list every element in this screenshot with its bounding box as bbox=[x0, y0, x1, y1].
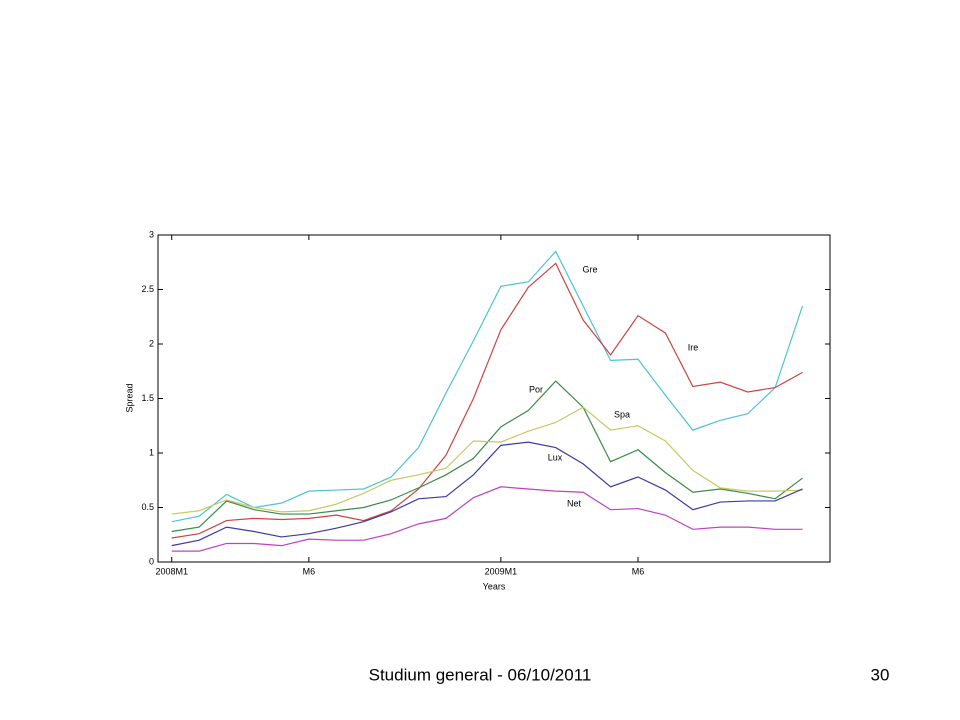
x-tick-label: 2008M1 bbox=[155, 566, 188, 576]
series-line bbox=[171, 250, 804, 523]
page-number: 30 bbox=[871, 665, 890, 684]
x-tick-label: 2009M1 bbox=[485, 566, 518, 576]
series-line bbox=[171, 486, 803, 552]
series-label: Ire bbox=[688, 342, 699, 352]
footer-text: Studium general - 06/10/2011 bbox=[369, 665, 592, 684]
x-tick-label: M6 bbox=[632, 566, 645, 576]
series-label: Gre bbox=[582, 264, 597, 274]
y-tick-label: 0 bbox=[149, 556, 154, 566]
series-line bbox=[171, 406, 803, 515]
y-tick-label: 0.5 bbox=[141, 502, 154, 512]
x-tick-label: M6 bbox=[303, 566, 316, 576]
series-label: Lux bbox=[548, 452, 563, 462]
y-tick-label: 2.5 bbox=[141, 284, 154, 294]
plot-frame bbox=[157, 234, 831, 563]
y-tick-label: 3 bbox=[149, 229, 154, 239]
series-line bbox=[171, 262, 803, 539]
x-axis-label: Years bbox=[483, 581, 506, 591]
series-label: Net bbox=[567, 498, 582, 508]
y-tick-label: 1 bbox=[149, 447, 154, 457]
series-line bbox=[171, 441, 803, 547]
series-line bbox=[171, 380, 803, 533]
series-label: Por bbox=[529, 384, 543, 394]
y-tick-label: 1.5 bbox=[141, 393, 154, 403]
y-axis-label: Spread bbox=[124, 383, 134, 412]
series-label: Spa bbox=[614, 409, 630, 419]
y-tick-label: 2 bbox=[149, 338, 154, 348]
